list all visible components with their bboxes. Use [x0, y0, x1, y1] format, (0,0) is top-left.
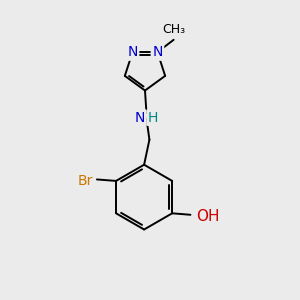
Text: H: H: [148, 111, 158, 124]
Text: OH: OH: [196, 209, 219, 224]
Text: N: N: [135, 111, 145, 124]
Text: N: N: [152, 45, 163, 59]
Text: Br: Br: [78, 174, 93, 188]
Text: N: N: [127, 45, 138, 59]
Text: CH₃: CH₃: [162, 23, 185, 36]
